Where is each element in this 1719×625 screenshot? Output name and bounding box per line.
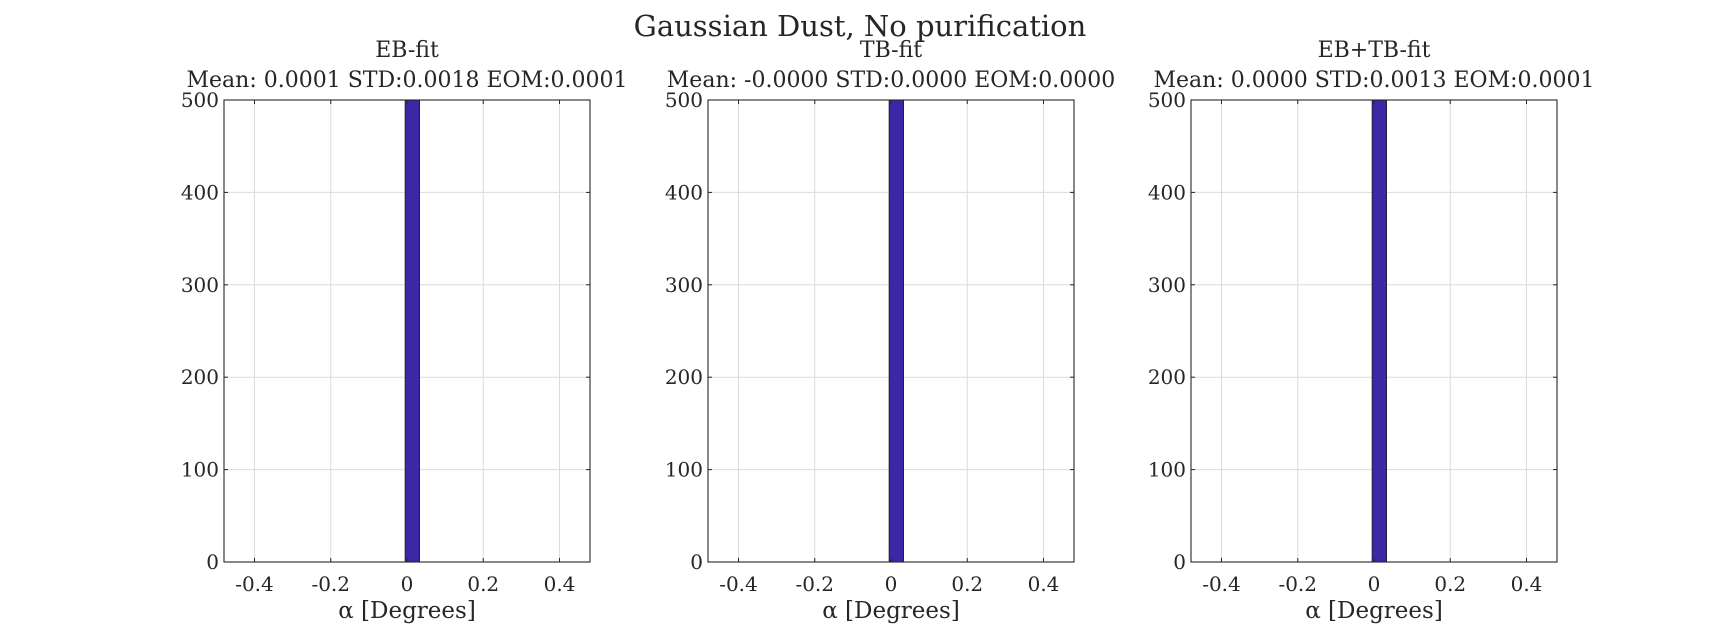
- y-tick-label: 300: [1148, 273, 1186, 297]
- x-tick-label: 0: [885, 572, 898, 596]
- chart-panel-2: -0.4 -0.2 0 0.2 0.4 0 100 200 300 400 500 EB+TB-fit…: [1148, 38, 1595, 624]
- x-tick-label: 0: [1368, 572, 1381, 596]
- x-tick-label: -0.4: [1202, 572, 1241, 596]
- subplot-panels: -0.4 -0.2 0 0.2 0.4 0 100 200 300 400 500 EB-fit Mea…: [181, 38, 1595, 624]
- x-axis-label: α [Degrees]: [1305, 598, 1443, 624]
- panel-title: EB+TB-fit: [1318, 38, 1431, 63]
- y-tick-label: 400: [1148, 180, 1186, 204]
- y-tick-label: 0: [1173, 550, 1186, 574]
- histogram-bar: [888, 99, 904, 563]
- x-tick-label: -0.2: [311, 572, 350, 596]
- x-tick-label: 0.4: [1511, 572, 1543, 596]
- panel-stats: Mean: 0.0000 STD:0.0013 EOM:0.0001: [1154, 68, 1595, 93]
- y-tick-label: 200: [1148, 365, 1186, 389]
- x-tick-label: -0.2: [795, 572, 834, 596]
- chart-panel-0: -0.4 -0.2 0 0.2 0.4 0 100 200 300 400 500 EB-fit Mea…: [181, 38, 628, 624]
- panel-stats: Mean: -0.0000 STD:0.0000 EOM:0.0000: [667, 68, 1115, 93]
- x-tick-label: -0.4: [719, 572, 758, 596]
- panel-title: EB-fit: [375, 38, 439, 63]
- y-tick-label: 200: [665, 365, 703, 389]
- panel-title: TB-fit: [860, 38, 922, 63]
- y-tick-label: 500: [1148, 88, 1186, 112]
- y-tick-label: 500: [665, 88, 703, 112]
- y-tick-label: 200: [181, 365, 219, 389]
- x-tick-label: 0.4: [1028, 572, 1060, 596]
- chart-panel-1: -0.4 -0.2 0 0.2 0.4 0 100 200 300 400 500 TB-fit Mea…: [665, 38, 1115, 624]
- y-tick-label: 500: [181, 88, 219, 112]
- x-tick-label: 0.2: [951, 572, 983, 596]
- y-tick-label: 100: [665, 458, 703, 482]
- y-tick-label: 0: [690, 550, 703, 574]
- y-tick-label: 0: [206, 550, 219, 574]
- y-tick-label: 100: [1148, 458, 1186, 482]
- x-tick-label: -0.4: [235, 572, 274, 596]
- x-tick-label: 0.2: [467, 572, 499, 596]
- y-tick-label: 300: [665, 273, 703, 297]
- x-tick-label: -0.2: [1278, 572, 1317, 596]
- histogram-bar: [404, 99, 420, 563]
- x-axis-label: α [Degrees]: [822, 598, 960, 624]
- y-tick-label: 100: [181, 458, 219, 482]
- panel-stats: Mean: 0.0001 STD:0.0018 EOM:0.0001: [187, 68, 628, 93]
- y-tick-label: 400: [665, 180, 703, 204]
- x-tick-label: 0.2: [1434, 572, 1466, 596]
- x-axis-label: α [Degrees]: [338, 598, 476, 624]
- y-tick-label: 300: [181, 273, 219, 297]
- x-tick-label: 0.4: [544, 572, 576, 596]
- histogram-bar: [1371, 99, 1387, 563]
- x-tick-label: 0: [401, 572, 414, 596]
- y-tick-label: 400: [181, 180, 219, 204]
- figure-suptitle: Gaussian Dust, No purification: [634, 9, 1087, 43]
